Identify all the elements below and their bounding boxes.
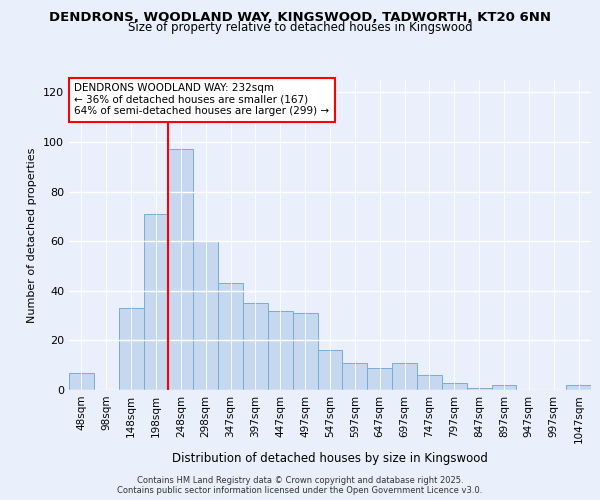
Bar [317, 350, 343, 390]
Bar [417, 375, 442, 390]
Text: Contains HM Land Registry data © Crown copyright and database right 2025.
Contai: Contains HM Land Registry data © Crown c… [118, 476, 482, 495]
Bar [243, 303, 268, 390]
Bar [119, 308, 143, 390]
Bar [491, 385, 517, 390]
Bar [442, 382, 467, 390]
Bar [293, 313, 317, 390]
Bar [193, 241, 218, 390]
Bar [143, 214, 169, 390]
Bar [268, 310, 293, 390]
Text: Size of property relative to detached houses in Kingswood: Size of property relative to detached ho… [128, 22, 472, 35]
X-axis label: Distribution of detached houses by size in Kingswood: Distribution of detached houses by size … [172, 452, 488, 465]
Bar [169, 150, 193, 390]
Bar [343, 362, 367, 390]
Bar [69, 372, 94, 390]
Text: DENDRONS, WOODLAND WAY, KINGSWOOD, TADWORTH, KT20 6NN: DENDRONS, WOODLAND WAY, KINGSWOOD, TADWO… [49, 11, 551, 24]
Y-axis label: Number of detached properties: Number of detached properties [28, 148, 37, 322]
Bar [218, 284, 243, 390]
Bar [566, 385, 591, 390]
Bar [367, 368, 392, 390]
Bar [467, 388, 491, 390]
Text: DENDRONS WOODLAND WAY: 232sqm
← 36% of detached houses are smaller (167)
64% of : DENDRONS WOODLAND WAY: 232sqm ← 36% of d… [74, 83, 329, 116]
Bar [392, 362, 417, 390]
